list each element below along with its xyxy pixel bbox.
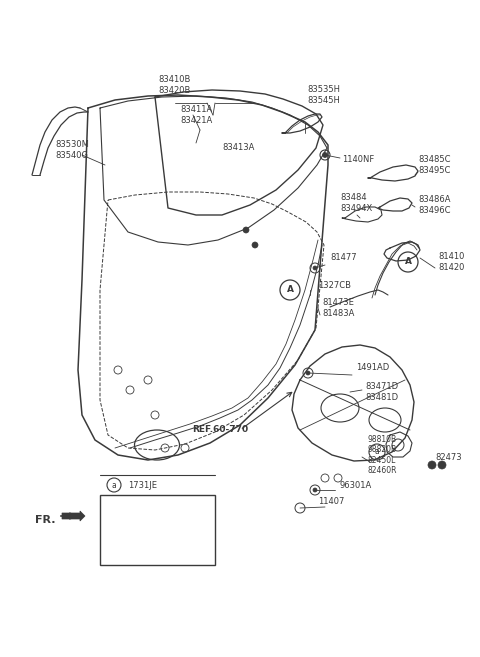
Circle shape [313,488,317,492]
Text: 83485C
83495C: 83485C 83495C [418,155,451,175]
Circle shape [252,242,258,248]
Text: A: A [405,258,411,267]
Circle shape [323,152,327,158]
Text: 1327CB: 1327CB [318,281,351,290]
Text: 83413A: 83413A [222,143,254,152]
Text: a: a [374,447,379,457]
FancyBboxPatch shape [100,495,215,565]
Circle shape [306,371,310,375]
Text: 1140NF: 1140NF [342,156,374,164]
Text: 81473E
81483A: 81473E 81483A [322,298,354,318]
Circle shape [313,266,317,270]
Text: 82473: 82473 [435,453,462,463]
Text: 1731JE: 1731JE [128,480,157,489]
Polygon shape [62,511,85,521]
Text: REF.60-770: REF.60-770 [192,426,248,434]
Circle shape [438,461,446,469]
Text: 1491AD: 1491AD [356,363,389,373]
Text: 83530M
83540G: 83530M 83540G [55,141,89,160]
Circle shape [243,227,249,233]
Text: a: a [112,480,116,489]
Text: 83471D
83481D: 83471D 83481D [365,382,398,401]
Text: 83410B
83420B: 83410B 83420B [159,76,191,95]
Circle shape [428,461,436,469]
Text: 98810B
98820B
82450L
82460R: 98810B 98820B 82450L 82460R [368,435,397,475]
Text: 81477: 81477 [330,254,357,263]
Text: FR.: FR. [35,515,56,525]
Text: 83411A
83421A: 83411A 83421A [180,105,212,125]
Text: 81410
81420: 81410 81420 [438,252,464,272]
Text: 83486A
83496C: 83486A 83496C [418,195,451,215]
Text: 11407: 11407 [318,497,344,507]
Text: 96301A: 96301A [340,480,372,489]
Text: A: A [287,286,293,294]
Text: 83484
83494X: 83484 83494X [340,193,372,213]
Text: 83535H
83545H: 83535H 83545H [307,85,340,104]
